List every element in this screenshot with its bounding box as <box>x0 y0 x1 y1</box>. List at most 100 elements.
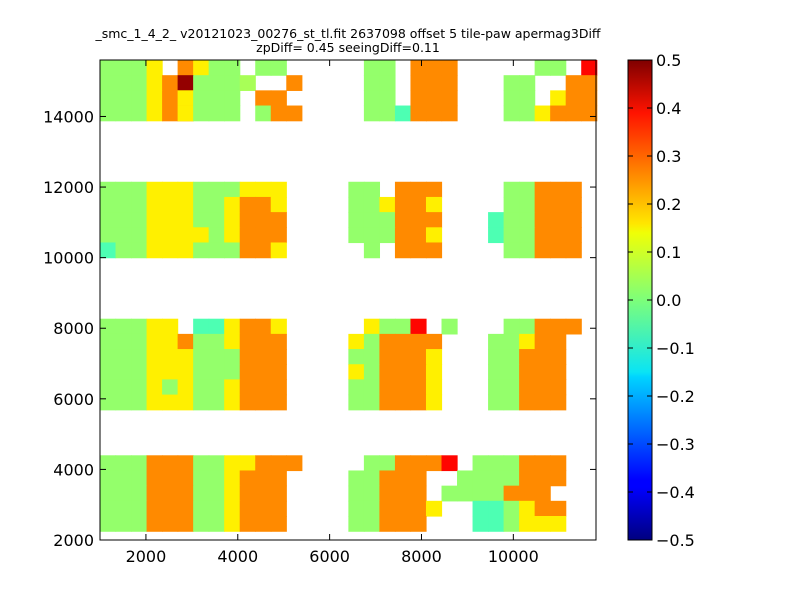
heatmap-cell <box>410 516 427 532</box>
heatmap-cell <box>425 75 443 91</box>
heatmap-cell <box>177 516 194 532</box>
heatmap-cell <box>239 196 256 213</box>
heatmap-cell <box>131 227 148 244</box>
heatmap-cell <box>239 516 256 532</box>
heatmap-cell <box>239 394 256 411</box>
heatmap-cell <box>488 227 505 244</box>
heatmap-cell <box>224 485 241 502</box>
heatmap-cell <box>193 227 210 244</box>
heatmap-cell <box>363 90 381 107</box>
heatmap-cell <box>193 242 210 259</box>
heatmap-cell <box>146 181 163 198</box>
heatmap-cell <box>363 318 381 335</box>
heatmap-cell <box>146 394 163 411</box>
heatmap-cell <box>394 470 412 487</box>
heatmap-cell <box>503 500 520 517</box>
heatmap-cell <box>239 242 256 259</box>
heatmap-cell <box>503 349 520 365</box>
heatmap-cell <box>131 90 148 107</box>
heatmap-cell <box>162 394 179 411</box>
heatmap-cell <box>193 318 210 335</box>
heatmap-cell <box>193 485 210 502</box>
heatmap-cell <box>255 364 272 381</box>
heatmap-cell <box>177 60 194 76</box>
heatmap-cell <box>146 516 163 532</box>
heatmap-cell <box>224 470 241 487</box>
heatmap-cell <box>100 318 117 335</box>
heatmap-cell <box>208 318 225 335</box>
heatmap-cell <box>177 485 194 502</box>
heatmap-cell <box>410 470 427 487</box>
chart-title-line-2: zpDiff= 0.45 seeingDiff=0.11 <box>256 40 440 55</box>
heatmap-cell <box>146 364 163 381</box>
heatmap-cell <box>146 379 163 396</box>
heatmap-cell <box>193 60 210 76</box>
heatmap-cell <box>472 455 489 472</box>
heatmap-cell <box>270 242 287 259</box>
heatmap-cell <box>131 394 148 411</box>
heatmap-cell <box>348 500 365 517</box>
heatmap-cell <box>550 90 567 107</box>
heatmap-cell <box>115 105 132 122</box>
heatmap-cell <box>115 227 132 244</box>
heatmap-cell <box>565 75 582 91</box>
heatmap-cell <box>146 242 163 259</box>
heatmap-cell <box>534 516 551 532</box>
y-tick-label: 14000 <box>43 107 94 126</box>
heatmap-cell <box>255 90 272 107</box>
heatmap-cell <box>270 333 287 350</box>
heatmap-cell <box>503 394 520 411</box>
heatmap-cell <box>270 516 287 532</box>
heatmap-cell <box>534 485 551 502</box>
heatmap-cell <box>441 455 458 472</box>
heatmap-cell <box>224 60 241 76</box>
heatmap-cell <box>270 60 287 76</box>
y-tick-label: 4000 <box>53 460 94 479</box>
heatmap-cell <box>550 333 567 350</box>
heatmap-cell <box>410 181 427 198</box>
heatmap-cell <box>503 485 520 502</box>
heatmap-cell <box>363 455 381 472</box>
heatmap-cell <box>270 181 287 198</box>
heatmap-cell <box>224 105 241 122</box>
heatmap-cell <box>379 379 396 396</box>
heatmap-cell <box>410 500 427 517</box>
heatmap-cell <box>286 455 303 472</box>
heatmap-cell <box>100 212 117 228</box>
heatmap-cell <box>519 242 536 259</box>
heatmap-cells <box>100 60 598 532</box>
heatmap-cell <box>255 318 272 335</box>
heatmap-cell <box>348 212 365 228</box>
heatmap-cell <box>425 181 443 198</box>
heatmap-cell <box>565 196 582 213</box>
heatmap-cell <box>363 394 381 411</box>
heatmap-cell <box>131 333 148 350</box>
heatmap-cell <box>410 227 427 244</box>
heatmap-cell <box>177 349 194 365</box>
heatmap-cell <box>363 105 381 122</box>
heatmap-cell <box>425 90 443 107</box>
heatmap-cell <box>270 364 287 381</box>
heatmap-cell <box>363 196 381 213</box>
heatmap-cell <box>550 181 567 198</box>
colorbar-tick-label: −0.5 <box>656 531 695 550</box>
heatmap-cell <box>379 196 396 213</box>
heatmap-cell <box>255 333 272 350</box>
heatmap-cell <box>146 455 163 472</box>
colorbar-tick-label: −0.2 <box>656 387 695 406</box>
heatmap-cell <box>115 485 132 502</box>
y-tick-label: 12000 <box>43 178 94 197</box>
heatmap-cell <box>162 516 179 532</box>
heatmap-cell <box>193 379 210 396</box>
heatmap-cell <box>565 181 582 198</box>
heatmap-cell <box>348 333 365 350</box>
heatmap-cell <box>100 90 117 107</box>
heatmap-cell <box>208 470 225 487</box>
heatmap-cell <box>255 242 272 259</box>
heatmap-cell <box>550 470 567 487</box>
heatmap-cell <box>131 500 148 517</box>
y-tick-label: 10000 <box>43 249 94 268</box>
heatmap-cell <box>131 516 148 532</box>
heatmap-cell <box>193 90 210 107</box>
heatmap-cell <box>534 105 551 122</box>
